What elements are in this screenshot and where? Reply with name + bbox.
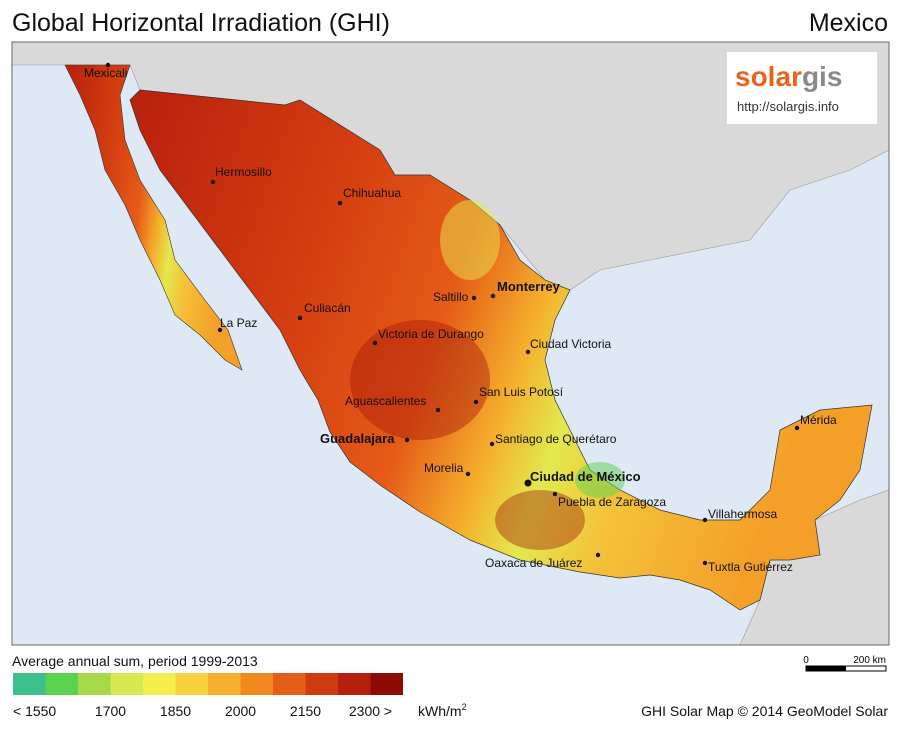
city-dot: [552, 491, 558, 497]
high-irradiation-zone: [495, 490, 585, 550]
legend-label: 2000: [225, 703, 256, 719]
city-dot: [435, 407, 441, 413]
credit: GHI Solar Map © 2014 GeoModel Solar: [641, 703, 888, 719]
logo-url: http://solargis.info: [737, 99, 839, 114]
city-dot: [471, 295, 477, 301]
map-frame: [11, 41, 890, 646]
city-dot: [372, 340, 378, 346]
low-irradiation-zone: [440, 200, 500, 280]
legend-swatch: [175, 673, 208, 695]
legend-unit-base: kWh/m: [418, 703, 462, 719]
scale-start: 0: [803, 655, 809, 666]
country: Mexico: [809, 9, 888, 37]
city-label: Tuxtla Gutiérrez: [708, 560, 793, 574]
city-dot: [297, 315, 303, 321]
city-dot: [525, 349, 531, 355]
city-label: Ciudad de México: [530, 469, 641, 484]
city-label: Chihuahua: [343, 186, 401, 200]
legend-label: 1700: [95, 703, 126, 719]
city-label: Ciudad Victoria: [530, 337, 611, 351]
city-dot: [465, 471, 471, 477]
city-dot: [794, 425, 800, 431]
city-label: Morelia: [424, 461, 464, 475]
city-label: Culiacán: [304, 301, 351, 315]
city-dot: [337, 200, 343, 206]
city-label: Saltillo: [433, 290, 469, 304]
city-dot: [489, 441, 495, 447]
legend: < 1550 1700 1850 2000 2150 2300 >: [13, 673, 403, 719]
city-label: Mérida: [800, 413, 837, 427]
city-label: La Paz: [220, 316, 257, 330]
legend-swatch: [45, 673, 78, 695]
legend-title: Average annual sum, period 1999-2013: [12, 653, 258, 669]
city-dot: [595, 552, 601, 558]
legend-swatch: [208, 673, 241, 695]
city-dot: [490, 293, 496, 299]
legend-swatch: [78, 673, 111, 695]
high-irradiation-zone: [350, 320, 490, 440]
legend-unit: kWh/m2: [418, 702, 467, 719]
logo-brand-b: gis: [802, 61, 842, 92]
legend-swatch: [273, 673, 306, 695]
legend-swatch: [13, 673, 46, 695]
legend-label: < 1550: [13, 703, 56, 719]
city-label: Santiago de Querétaro: [495, 432, 617, 446]
city-dot: [524, 479, 532, 487]
city-dot: [105, 62, 111, 68]
city-label: San Luis Potosí: [479, 385, 564, 399]
legend-swatch: [110, 673, 143, 695]
city-dot: [217, 327, 223, 333]
scale-end: 200 km: [853, 655, 886, 666]
legend-swatch: [338, 673, 371, 695]
cities: Mexicali Hermosillo Chihuahua Monterrey Salt…: [84, 62, 837, 574]
baja-california: [64, 64, 243, 371]
map: Mexicali Hermosillo Chihuahua Monterrey Salt…: [12, 42, 889, 645]
logo: solargis http://solargis.info: [727, 52, 877, 124]
city-label: Oaxaca de Juárez: [485, 556, 582, 570]
city-dot: [473, 399, 479, 405]
logo-box: [727, 52, 877, 124]
scale-bar: 0 200 km: [803, 655, 887, 672]
legend-label: 1850: [160, 703, 191, 719]
city-label: Guadalajara: [320, 431, 395, 446]
city-dot: [404, 437, 410, 443]
city-dot: [702, 560, 708, 566]
city-label: Monterrey: [497, 279, 561, 294]
legend-swatch: [240, 673, 273, 695]
legend-label: 2300 >: [349, 703, 392, 719]
legend-swatch: [143, 673, 176, 695]
city-label: Aguascalientes: [345, 394, 426, 408]
city-dot: [702, 517, 708, 523]
low-irradiation-zone: [575, 462, 625, 498]
logo-brand-a: solar: [735, 61, 802, 92]
title: Global Horizontal Irradiation (GHI): [12, 9, 390, 37]
city-label: Victoria de Durango: [378, 327, 484, 341]
city-label: Puebla de Zaragoza: [558, 495, 666, 509]
legend-unit-sup: 2: [462, 702, 467, 712]
city-label: Mexicali: [84, 66, 127, 80]
logo-brand: solargis: [735, 61, 842, 92]
city-label: Villahermosa: [708, 507, 777, 521]
mexico-mainland: [129, 89, 873, 611]
legend-swatch: [370, 673, 403, 695]
legend-swatch: [305, 673, 338, 695]
city-dot: [210, 179, 216, 185]
scale-bar-fill: [806, 666, 846, 671]
legend-label: 2150: [290, 703, 321, 719]
city-label: Hermosillo: [215, 165, 272, 179]
